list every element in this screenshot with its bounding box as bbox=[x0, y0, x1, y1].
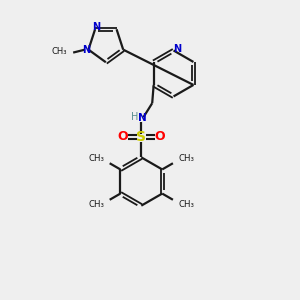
Text: H: H bbox=[131, 112, 138, 122]
Text: N: N bbox=[82, 45, 90, 55]
Text: N: N bbox=[173, 44, 181, 54]
Text: CH₃: CH₃ bbox=[88, 200, 105, 209]
Text: CH₃: CH₃ bbox=[88, 154, 105, 163]
Text: S: S bbox=[136, 130, 146, 144]
Text: O: O bbox=[118, 130, 128, 143]
Text: CH₃: CH₃ bbox=[178, 154, 194, 163]
Text: O: O bbox=[154, 130, 165, 143]
Text: CH₃: CH₃ bbox=[51, 47, 67, 56]
Text: CH₃: CH₃ bbox=[178, 200, 194, 209]
Text: N: N bbox=[92, 22, 100, 32]
Text: N: N bbox=[138, 113, 147, 124]
